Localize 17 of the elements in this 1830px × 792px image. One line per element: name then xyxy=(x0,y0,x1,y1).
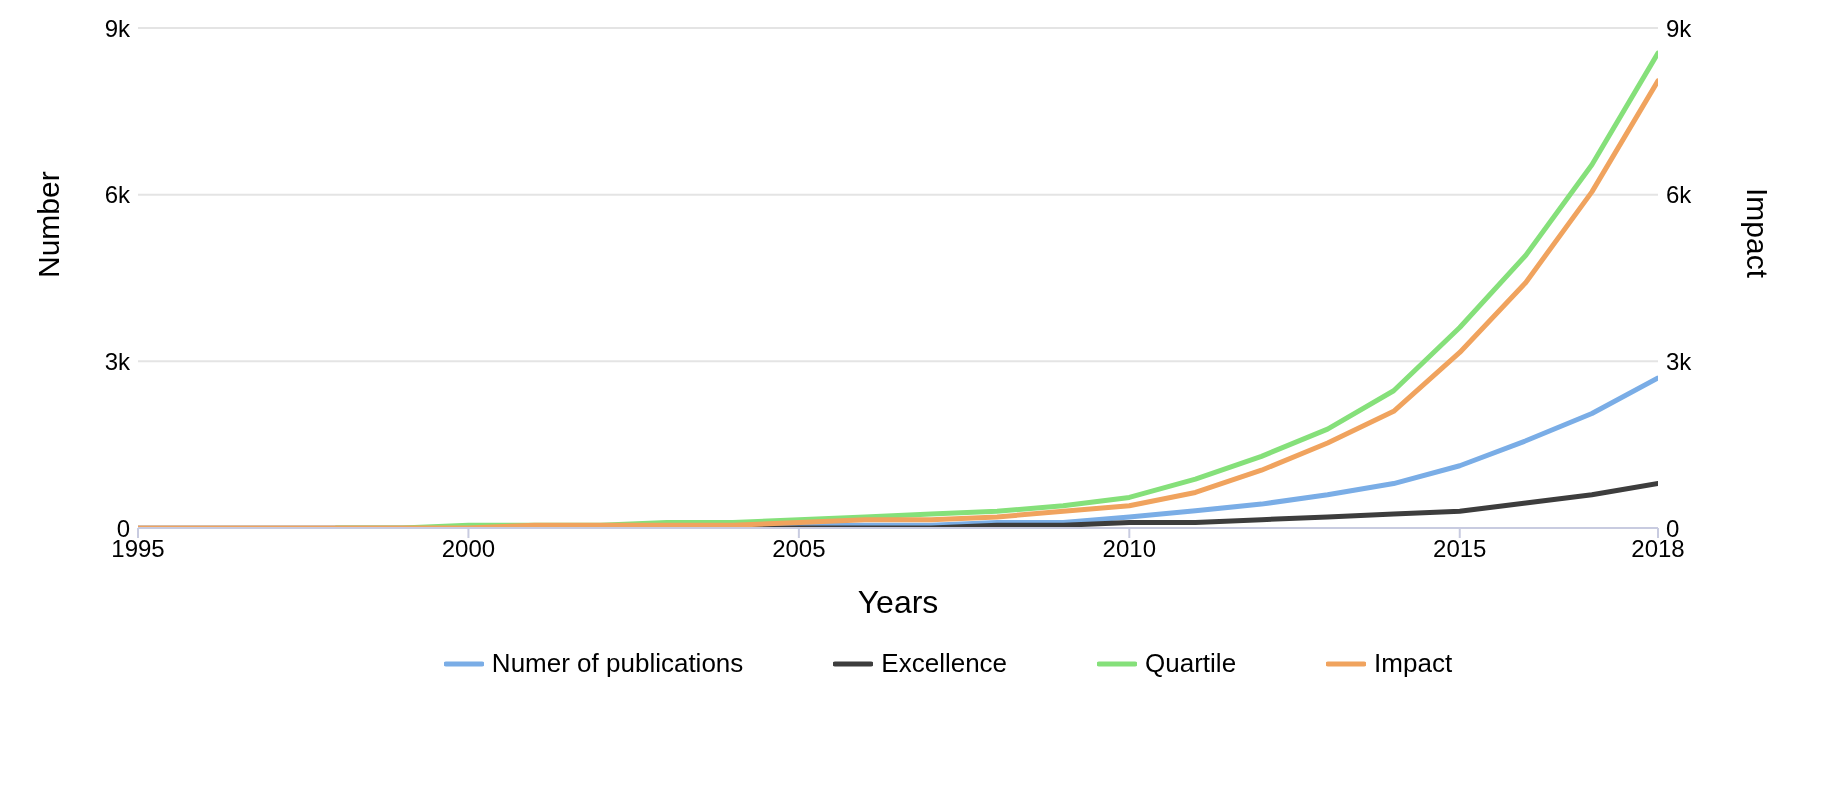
y-axis-title: Number xyxy=(31,171,65,278)
y2-axis-title: Impact xyxy=(1741,187,1775,279)
y-tick-label: 3k xyxy=(104,347,131,375)
x-tick-label: 2005 xyxy=(772,535,826,563)
legend-label: Numer of publications xyxy=(491,648,744,679)
x-tick-label: 2000 xyxy=(441,535,496,563)
x-tick-label: 2015 xyxy=(1433,535,1487,563)
y2-tick-label: 6k xyxy=(1666,181,1693,209)
y-tick-label: 9k xyxy=(104,14,131,42)
y2-tick-label: 9k xyxy=(1666,14,1693,42)
x-tick-label: 2010 xyxy=(1102,535,1156,563)
legend-label: Quartile xyxy=(1145,648,1237,679)
y-tick-label: 6k xyxy=(104,181,131,209)
y2-tick-label: 3k xyxy=(1666,347,1693,375)
legend-label: Excellence xyxy=(881,648,1008,679)
legend-label: Impact xyxy=(1374,648,1453,679)
x-axis-title: Years xyxy=(857,584,939,620)
